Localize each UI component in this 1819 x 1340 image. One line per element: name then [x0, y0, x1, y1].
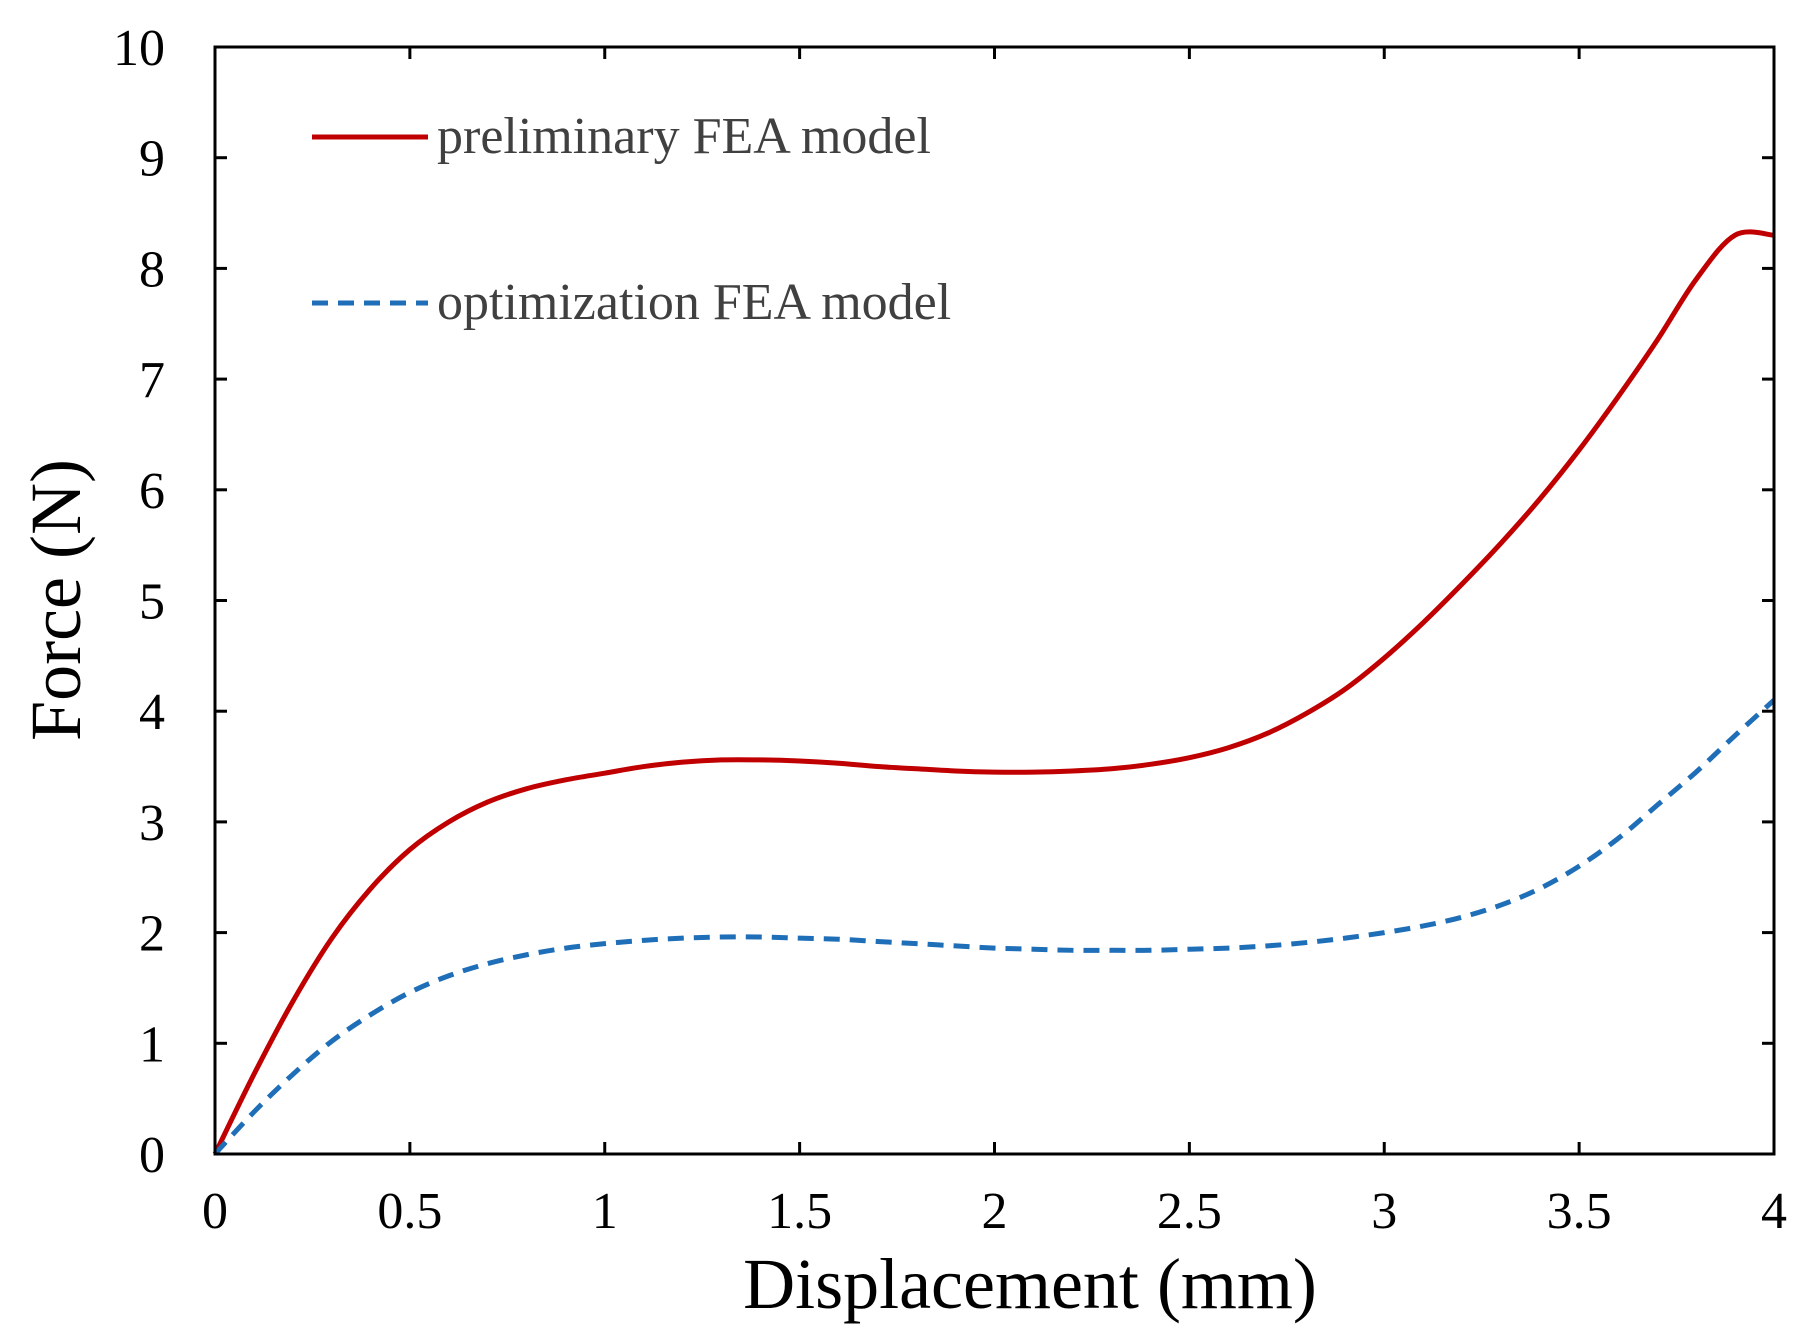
- x-tick-label: 1.5: [767, 1183, 832, 1240]
- y-tick-label: 0: [139, 1127, 165, 1184]
- x-tick-label: 0.5: [377, 1183, 442, 1240]
- x-tick-label: 1: [592, 1183, 618, 1240]
- y-tick-label: 7: [139, 352, 165, 409]
- legend-label-optimization: optimization FEA model: [437, 274, 951, 331]
- x-tick-label: 3.5: [1547, 1183, 1612, 1240]
- x-tick-label: 2: [982, 1183, 1008, 1240]
- x-tick-label: 3: [1371, 1183, 1397, 1240]
- x-tick-label: 0: [202, 1183, 228, 1240]
- y-tick-label: 8: [139, 241, 165, 298]
- legend-label-preliminary: preliminary FEA model: [437, 108, 931, 165]
- x-axis-title: Displacement (mm): [743, 1244, 1317, 1324]
- series-line-optimization: [213, 698, 1776, 1156]
- plot-frame: [213, 45, 1776, 1156]
- tick-label-layer: 0 0.5 1 1.5 2 2.5 3 3.5 4 0 1 2 3 4 5 6 7 8 9 10: [113, 20, 1787, 1240]
- y-tick-label: 5: [139, 574, 165, 631]
- ticks-layer: [213, 45, 1776, 1156]
- y-axis-title: Force (N): [16, 459, 96, 741]
- y-tick-label: 9: [139, 131, 165, 188]
- y-tick-label: 10: [113, 20, 165, 77]
- series-line-preliminary: [212, 229, 1775, 1156]
- x-tick-label: 4: [1761, 1183, 1787, 1240]
- y-tick-label: 3: [139, 795, 165, 852]
- y-tick-label: 1: [139, 1016, 165, 1073]
- y-tick-label: 2: [139, 906, 165, 963]
- series-layer: [212, 229, 1776, 1156]
- y-tick-label: 4: [139, 684, 165, 741]
- x-tick-label: 2.5: [1157, 1183, 1222, 1240]
- y-tick-label: 6: [139, 463, 165, 520]
- legend: preliminary FEA model optimization FEA mo…: [312, 108, 951, 331]
